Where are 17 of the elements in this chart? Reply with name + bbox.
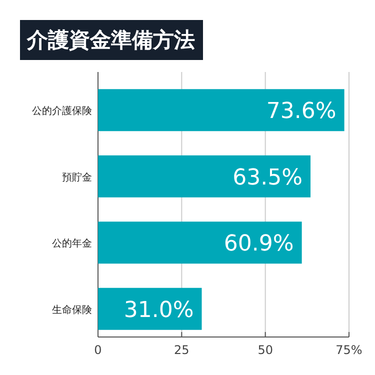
data-label: 60.9%: [224, 232, 294, 257]
data-label: 31.0%: [124, 298, 194, 323]
bar: [98, 288, 202, 330]
x-tick-label: 0: [94, 343, 102, 357]
data-label: 73.6%: [266, 99, 336, 124]
y-tick-label: 公的年金: [52, 238, 92, 250]
bar: [98, 89, 344, 132]
y-tick-label: 預貯金: [62, 171, 92, 184]
data-label: 63.5%: [232, 165, 303, 190]
bar: [98, 222, 302, 264]
bar: [98, 155, 311, 198]
chart-title: 介護資金準備方法: [26, 28, 195, 52]
y-tick-label: 公的介護保険: [32, 105, 92, 118]
x-tick-label: 75%: [336, 343, 362, 357]
x-tick-label: 50: [258, 343, 273, 357]
x-tick-label: 25: [174, 343, 190, 357]
y-tick-label: 生命保険: [52, 304, 92, 316]
